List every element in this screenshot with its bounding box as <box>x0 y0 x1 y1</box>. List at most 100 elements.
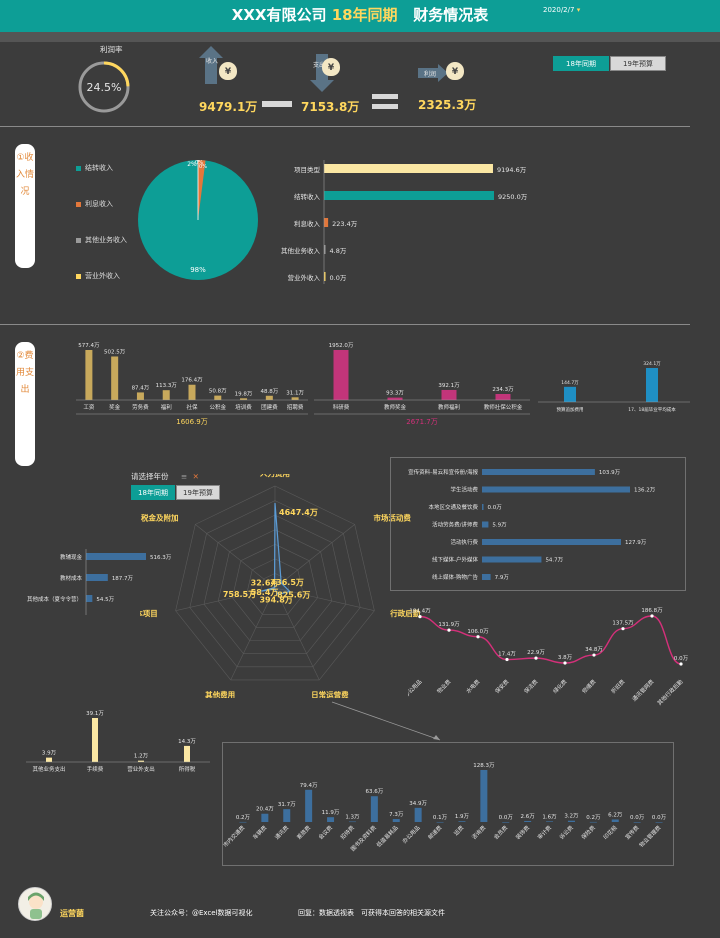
bar <box>214 395 222 400</box>
radar-grid-ring <box>217 529 333 641</box>
income-value: 9479.1万 <box>199 100 258 114</box>
data-label: 31.1万 <box>286 389 304 396</box>
clear-filter-icon[interactable]: ✕ <box>192 472 199 481</box>
category-label: 邮递费 <box>426 823 444 841</box>
data-label: 9194.6万 <box>497 166 527 174</box>
category-label: 奖金 <box>109 403 121 411</box>
bar <box>392 819 400 822</box>
category-label: 印花税 <box>601 823 619 841</box>
group-total-label: 2671.7万 <box>406 418 438 426</box>
radar-spoke <box>175 587 276 611</box>
group-total-label: 1606.9万 <box>176 418 208 426</box>
line-point <box>534 656 538 660</box>
pie-slice-interest <box>198 160 206 220</box>
data-label: 1.3万 <box>345 813 360 820</box>
category-label: 劳务费 <box>132 403 149 411</box>
data-label: 1.2万 <box>134 753 149 760</box>
data-label: 3.9万 <box>42 750 57 757</box>
profit-rate-value: 24.5% <box>86 81 122 94</box>
category-label: 线上媒体-购物广告 <box>432 573 478 581</box>
data-label: 34.9万 <box>409 800 427 807</box>
mascot-icon <box>28 892 44 919</box>
data-label: 48.8万 <box>260 388 278 395</box>
data-label: 128.3万 <box>473 762 495 769</box>
section-divider-2 <box>0 324 690 325</box>
data-label: 186.8万 <box>641 607 663 614</box>
date-dropdown-icon[interactable]: ▾ <box>576 6 581 14</box>
line-point <box>679 662 683 666</box>
bar <box>480 770 488 822</box>
bar <box>633 822 641 823</box>
bar <box>458 821 466 822</box>
category-label: 招待费 <box>339 823 357 841</box>
bar <box>324 245 326 254</box>
category-label: 审计费 <box>536 823 554 841</box>
category-label: 市内交通费 <box>222 823 247 848</box>
bar <box>482 574 491 580</box>
income-pie-chart: 98% 2% 0% 0% <box>138 160 258 280</box>
data-label: 19.8万 <box>235 390 253 397</box>
profit-icon-label: 利润 <box>424 71 437 78</box>
category-label: 其他行政后勤 <box>655 677 684 706</box>
data-label: 392.1万 <box>438 382 460 389</box>
category-label: 学生活动费 <box>450 486 478 494</box>
expense-icon-label: 支出 <box>313 62 326 69</box>
bar <box>482 556 542 563</box>
toggle-19-budget[interactable]: 19年预算 <box>610 56 666 71</box>
bar <box>240 398 248 400</box>
radar-toggle-18[interactable]: 18年同期 <box>131 485 175 500</box>
line-point <box>563 661 567 665</box>
data-label: 137.5万 <box>612 620 634 627</box>
multi-select-icon[interactable]: ≡ <box>180 472 188 481</box>
category-label: 宣传费 <box>623 823 641 841</box>
data-label: 136.2万 <box>634 487 656 494</box>
bar <box>86 553 146 560</box>
radar-grid-ring <box>189 500 361 668</box>
data-label: 0.0万 <box>630 814 645 821</box>
data-label: 6.2万 <box>608 811 623 818</box>
radar-grid-ring <box>175 485 375 681</box>
radar-axis-label: 日常运营费 <box>311 689 349 698</box>
category-label: 通讯费 <box>273 823 291 841</box>
data-label: 184.4万 <box>409 608 431 615</box>
category-label: 物业费 <box>435 677 453 695</box>
connector-arrow <box>331 701 441 741</box>
radar-toggle-19[interactable]: 19年预算 <box>176 485 220 500</box>
category-label: 活动执行费 <box>450 538 478 546</box>
category-label: 保险费 <box>579 823 597 841</box>
category-label: 宣传资料-易云和宣传册/海报 <box>408 468 478 476</box>
bar <box>546 821 554 822</box>
bar <box>482 521 489 528</box>
legend-swatch <box>76 237 81 243</box>
data-label: 39.1万 <box>86 710 104 717</box>
category-label: 低值易耗品 <box>375 823 400 848</box>
data-label: 1952.0万 <box>329 342 354 349</box>
bar <box>502 822 510 823</box>
data-label: 176.4万 <box>181 377 203 384</box>
bar <box>324 191 494 200</box>
category-label: 公积金 <box>210 403 227 411</box>
category-label: 差旅费 <box>295 823 313 841</box>
data-label: 54.5万 <box>96 596 114 603</box>
marketing-panel <box>390 457 686 591</box>
category-label: 保安费 <box>493 677 511 695</box>
bar <box>387 397 403 400</box>
data-label: 516.3万 <box>150 554 172 561</box>
data-label: 234.3万 <box>492 386 514 393</box>
radar-grid-ring <box>203 514 347 654</box>
category-label: 其他成本（夏令令营） <box>27 595 82 603</box>
bar <box>564 386 576 402</box>
category-label: 教辅现金 <box>60 553 83 561</box>
radar-axis-label: 人力费用 <box>260 474 290 478</box>
data-label: 22.9万 <box>527 649 545 656</box>
bar <box>324 272 326 281</box>
data-label: 0.1万 <box>433 814 448 821</box>
toggle-18-same-period[interactable]: 18年同期 <box>553 56 609 71</box>
daily-operation-panel <box>222 742 674 866</box>
bar <box>265 395 273 400</box>
bar <box>333 350 349 400</box>
bar <box>291 397 299 400</box>
profit-money-bag-icon: ¥ <box>446 62 464 80</box>
